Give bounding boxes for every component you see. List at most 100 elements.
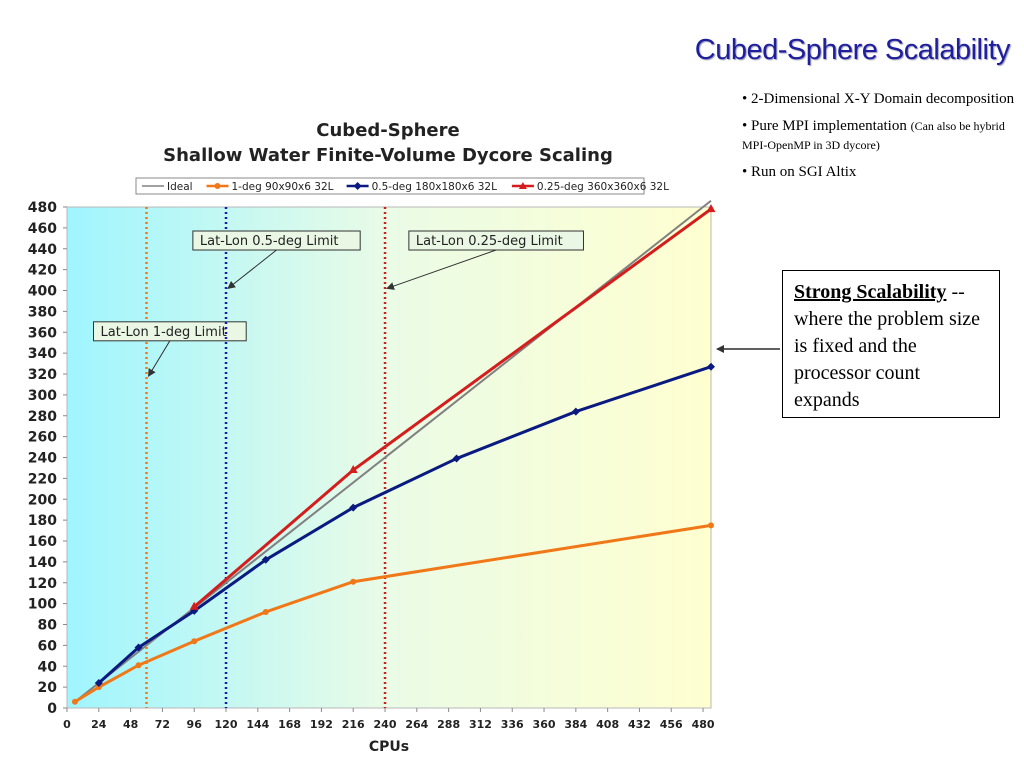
- y-tick-label: 380: [28, 304, 57, 320]
- bullet-item: • 2-Dimensional X-Y Domain decomposition: [742, 90, 1018, 109]
- y-tick-label: 180: [28, 513, 57, 529]
- data-point: [571, 407, 580, 416]
- x-tick-label: 168: [278, 718, 301, 731]
- data-point: [191, 638, 198, 645]
- y-tick-label: 20: [38, 680, 58, 696]
- y-tick-label: 300: [28, 388, 57, 404]
- x-tick-label: 216: [342, 718, 365, 731]
- legend-label: Ideal: [167, 181, 193, 193]
- y-tick-label: 220: [28, 471, 57, 487]
- y-tick-label: 240: [28, 451, 57, 467]
- y-tick-label: 260: [28, 430, 57, 446]
- y-tick-label: 140: [28, 555, 57, 571]
- x-tick-label: 120: [215, 718, 238, 731]
- y-tick-label: 200: [28, 492, 57, 508]
- legend-box: [135, 177, 645, 195]
- data-point: [349, 503, 358, 512]
- limit-label: Lat-Lon 1-deg Limit: [101, 325, 227, 340]
- y-tick-label: 400: [28, 284, 57, 300]
- chart-legend: Ideal 1-deg 90x90x6 32L 0.5-deg 180x180x6 …: [135, 177, 669, 195]
- y-tick-label: 480: [28, 200, 57, 216]
- x-tick-label: 0: [63, 718, 71, 731]
- y-tick-label: 120: [28, 576, 57, 592]
- data-point: [135, 662, 142, 669]
- y-axis: 0 20 40 60 80 100 120 140 160 180 200 220 240 260 280 3…: [28, 200, 67, 717]
- x-tick-label: 312: [469, 718, 492, 731]
- data-point: [71, 698, 78, 705]
- chart-title: Cubed-Sphere: [316, 120, 459, 141]
- y-tick-label: 40: [38, 659, 58, 675]
- y-tick-label: 440: [28, 242, 57, 258]
- x-tick-label: 384: [564, 718, 587, 731]
- y-tick-label: 80: [38, 618, 58, 634]
- y-tick-label: 340: [28, 346, 57, 362]
- y-tick-label: 320: [28, 367, 57, 383]
- bullet-text: • 2-Dimensional X-Y Domain decomposition: [742, 91, 1015, 107]
- y-tick-label: 60: [38, 638, 58, 654]
- data-point: [134, 643, 143, 652]
- x-tick-label: 408: [596, 718, 619, 731]
- x-tick-label: 96: [187, 718, 203, 731]
- y-tick-label: 420: [28, 263, 57, 279]
- data-point: [452, 454, 461, 463]
- x-tick-label: 264: [405, 718, 428, 731]
- limit-label: Lat-Lon 0.5-deg Limit: [200, 234, 339, 249]
- y-tick-label: 280: [28, 409, 57, 425]
- limit-label: Lat-Lon 0.25-deg Limit: [416, 234, 563, 249]
- slide-title: Cubed-Sphere Scalability: [694, 34, 1011, 66]
- data-point: [350, 578, 357, 585]
- x-tick-label: 72: [155, 718, 170, 731]
- bullet-item: • Pure MPI implementation (Can also be h…: [742, 117, 1018, 155]
- bullet-item: • Run on SGI Altix: [742, 163, 1018, 182]
- series-line: [97, 365, 712, 685]
- legend-label: 0.25-deg 360x360x6 32L: [537, 181, 669, 193]
- x-axis-label: CPUs: [369, 739, 409, 755]
- data-point: [707, 362, 715, 371]
- x-tick-label: 24: [91, 718, 107, 731]
- y-tick-label: 360: [28, 325, 57, 341]
- bullet-list: • 2-Dimensional X-Y Domain decomposition…: [742, 90, 1018, 190]
- data-point: [94, 678, 103, 687]
- data-point: [189, 601, 199, 610]
- limit-arrow: [147, 340, 171, 377]
- bullet-note: (Can also be hybrid MPI-OpenMP in 3D dyc…: [742, 119, 1005, 152]
- limit-arrow: [227, 249, 277, 290]
- callout-heading: Strong Scalability: [794, 281, 947, 303]
- x-tick-label: 48: [123, 718, 138, 731]
- data-point: [95, 684, 102, 691]
- data-point: [706, 204, 716, 213]
- legend-marker: [518, 182, 527, 189]
- data-point: [262, 608, 269, 615]
- limit-label-box: [192, 230, 361, 251]
- legend-marker: [353, 182, 362, 190]
- limit-label-box: [408, 230, 584, 251]
- x-tick-label: 456: [660, 718, 683, 731]
- bullet-text: • Pure MPI implementation: [742, 118, 907, 134]
- x-tick-label: 336: [501, 718, 524, 731]
- x-tick-label: 432: [628, 718, 651, 731]
- y-tick-label: 160: [28, 534, 57, 550]
- scaling-chart: Cubed-Sphere Shallow Water Finite-Volume…: [28, 120, 780, 755]
- chart-subtitle: Shallow Water Finite-Volume Dycore Scali…: [163, 145, 613, 166]
- legend-marker: [214, 183, 221, 189]
- x-tick-label: 360: [533, 718, 556, 731]
- data-point: [708, 522, 714, 529]
- y-tick-label: 460: [28, 221, 57, 237]
- callout-box: Strong Scalability -- where the problem …: [782, 270, 1000, 418]
- data-point: [261, 555, 270, 564]
- x-tick-label: 480: [692, 718, 715, 731]
- series-lines: [71, 199, 716, 705]
- x-tick-label: 240: [374, 718, 397, 731]
- x-tick-label: 288: [437, 718, 460, 731]
- x-tick-label: 192: [310, 718, 333, 731]
- bullet-text: • Run on SGI Altix: [742, 164, 857, 180]
- legend-label: 0.5-deg 180x180x6 32L: [372, 181, 498, 193]
- callout-text: -- where the problem size is fixed and t…: [794, 281, 981, 411]
- x-tick-label: 144: [246, 718, 269, 731]
- data-point: [348, 465, 358, 474]
- limit-arrow: [386, 249, 497, 290]
- legend-label: 1-deg 90x90x6 32L: [232, 181, 334, 193]
- x-axis: 0 24 48 72 96 120 144 168 192 216 240 264 288 312 336 3…: [63, 708, 715, 731]
- y-tick-label: 0: [47, 701, 57, 717]
- y-tick-label: 100: [28, 597, 57, 613]
